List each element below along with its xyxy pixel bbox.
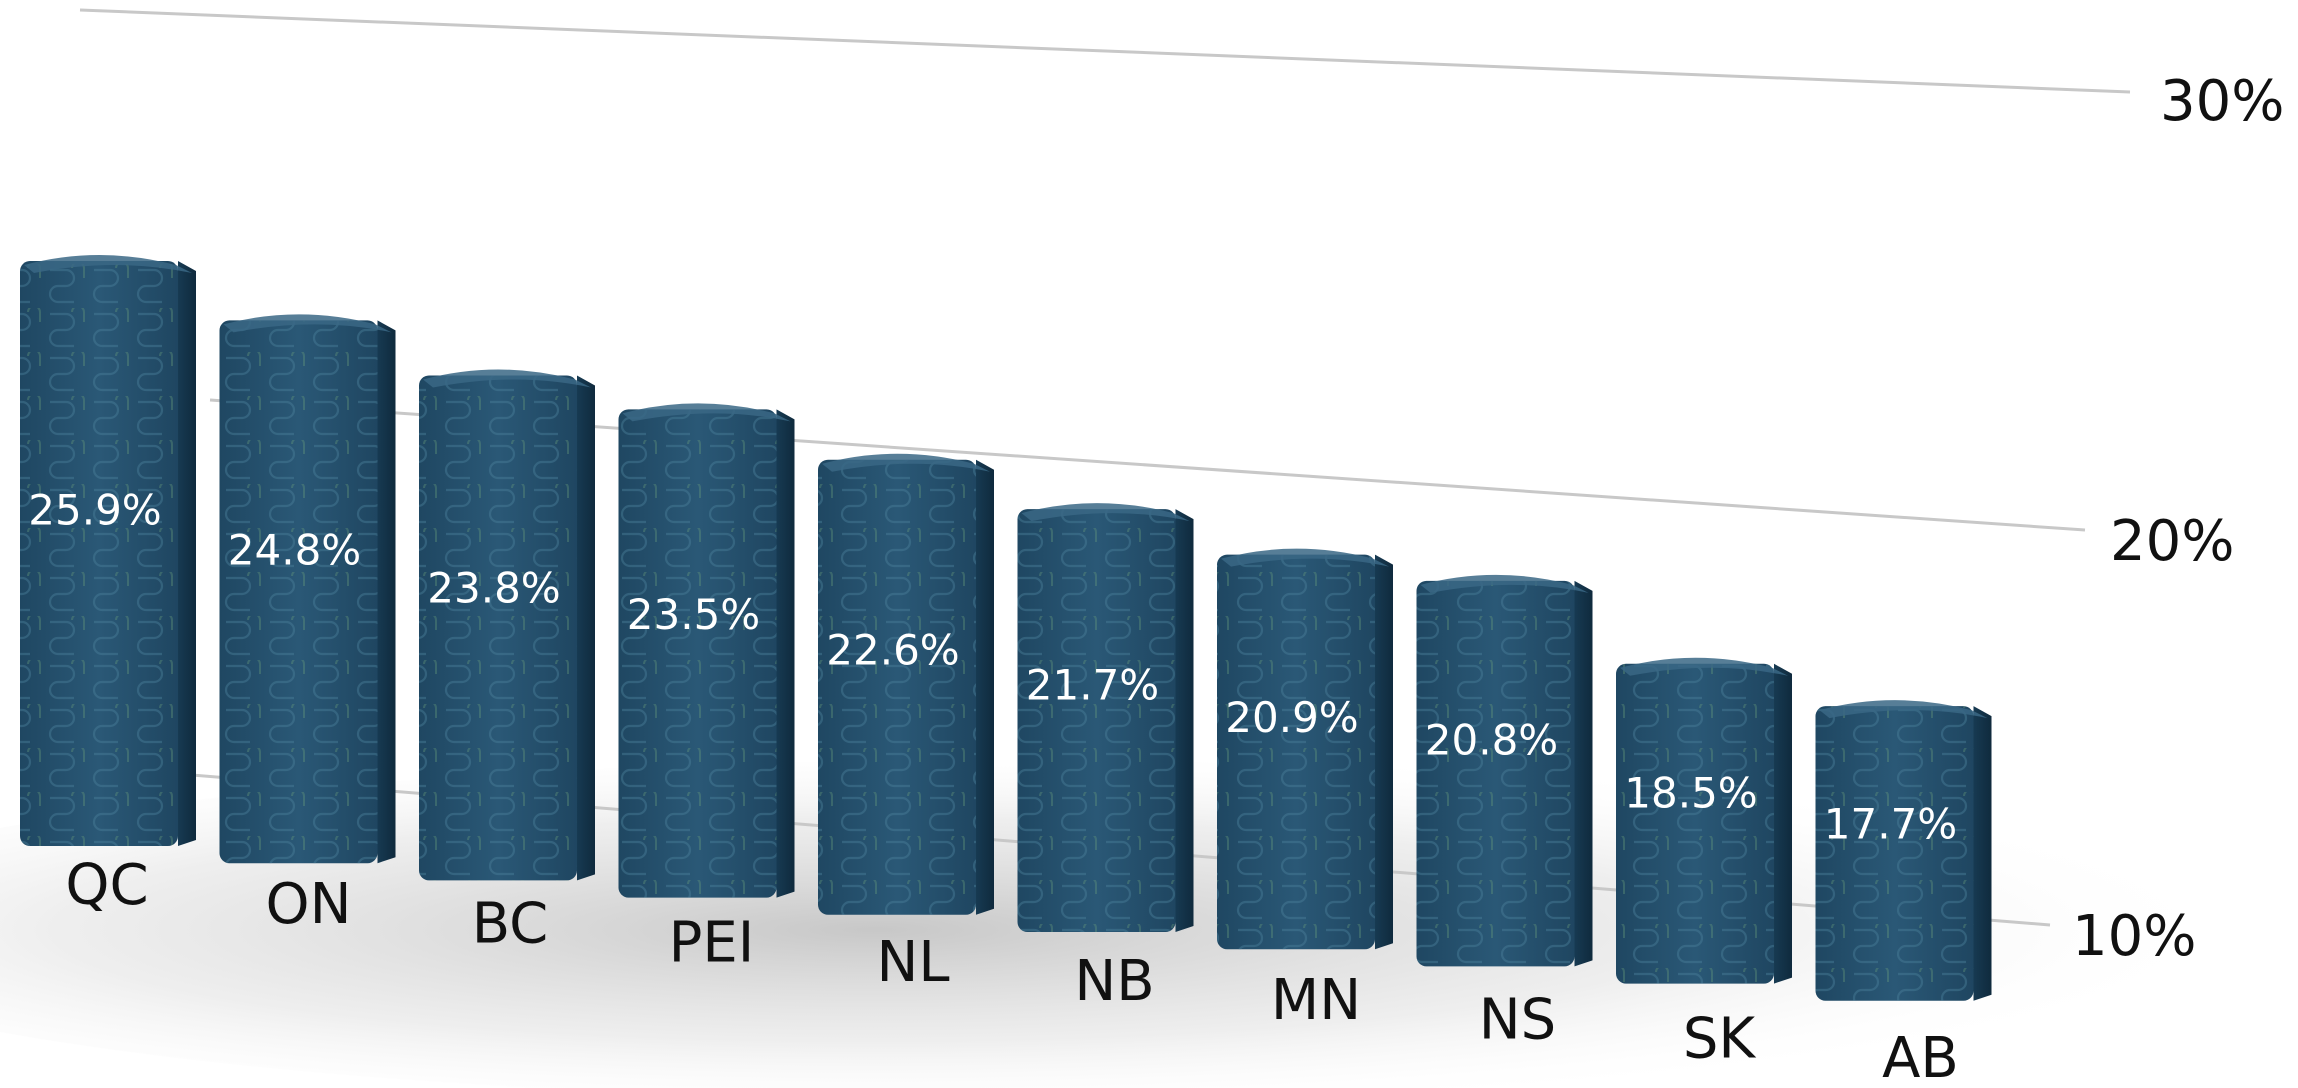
- category-label: BC: [472, 891, 549, 956]
- category-label: NS: [1479, 987, 1556, 1052]
- bar-pattern: [1217, 554, 1375, 950]
- bar-top-face: [1620, 657, 1788, 676]
- bar-value-label: 17.7%: [1824, 800, 1957, 849]
- bar-top-face: [223, 314, 392, 333]
- bar-side-face: [377, 320, 396, 864]
- category-label: SK: [1683, 1007, 1757, 1072]
- bar-top-face: [423, 369, 591, 388]
- bar-QC: [20, 255, 196, 846]
- category-label: QC: [65, 853, 148, 918]
- bar-side-face: [1175, 509, 1194, 932]
- bar-pattern: [219, 320, 378, 864]
- bar-pattern: [1017, 509, 1176, 932]
- bar-value-label: 22.6%: [826, 626, 959, 675]
- bar-NL: [818, 453, 994, 915]
- category-label: AB: [1882, 1026, 1959, 1088]
- y-tick-label-30: 30%: [2160, 69, 2284, 134]
- bar-value-label: 23.5%: [627, 590, 760, 639]
- bar-side-face: [776, 409, 795, 898]
- bar-value-label: 20.8%: [1425, 715, 1558, 764]
- bar-SK: [1616, 657, 1792, 984]
- bar-value-label: 21.7%: [1026, 660, 1159, 709]
- bar-pattern: [1616, 663, 1774, 984]
- bar-pattern: [1416, 580, 1575, 967]
- bar-MN: [1217, 548, 1393, 950]
- bar-BC: [419, 369, 595, 881]
- bar-top-face: [1420, 574, 1589, 593]
- bar-pattern: [818, 459, 976, 915]
- gridline-30: [79, 8, 2131, 94]
- bar-top-face: [24, 255, 192, 274]
- bar-NB: [1017, 503, 1194, 932]
- bar-value-label: 23.8%: [427, 564, 560, 613]
- bar-top-face: [1021, 503, 1190, 522]
- bar-top-face: [622, 403, 791, 422]
- bar-side-face: [1973, 706, 1992, 1001]
- bar-pattern: [20, 261, 178, 846]
- y-tick-label-20: 20%: [2110, 509, 2234, 574]
- bar-value-label: 20.9%: [1225, 693, 1358, 742]
- bar-value-label: 25.9%: [28, 485, 161, 534]
- category-label: PEI: [669, 911, 755, 976]
- bar-NS: [1416, 574, 1593, 967]
- bar-AB: [1815, 700, 1992, 1001]
- bar-side-face: [577, 375, 595, 881]
- bar-pattern: [1815, 706, 1974, 1001]
- bar-pattern: [618, 409, 777, 898]
- bar-side-face: [178, 261, 196, 846]
- bar-side-face: [1375, 554, 1393, 950]
- bar-value-label: 18.5%: [1624, 769, 1757, 818]
- bar-pattern: [419, 375, 577, 881]
- y-tick-label-10: 10%: [2072, 904, 2196, 969]
- bar-side-face: [976, 459, 994, 915]
- category-label: ON: [266, 872, 352, 937]
- bar-value-label: 24.8%: [228, 526, 361, 575]
- category-label: NB: [1074, 949, 1154, 1014]
- labels: 10% 20% 30% 25.9% QC 24.8% ON 23.8% BC 23.5% PEI 22…: [28, 69, 2284, 1088]
- category-label: MN: [1271, 968, 1361, 1033]
- bar-top-face: [1221, 548, 1389, 567]
- bar-ON: [219, 314, 396, 864]
- bar-top-face: [822, 453, 990, 472]
- category-label: NL: [876, 930, 949, 995]
- bar-side-face: [1574, 580, 1593, 967]
- bar-top-face: [1819, 700, 1988, 719]
- bars: [20, 255, 1992, 1001]
- bar-side-face: [1774, 663, 1792, 984]
- bar-PEI: [618, 403, 795, 898]
